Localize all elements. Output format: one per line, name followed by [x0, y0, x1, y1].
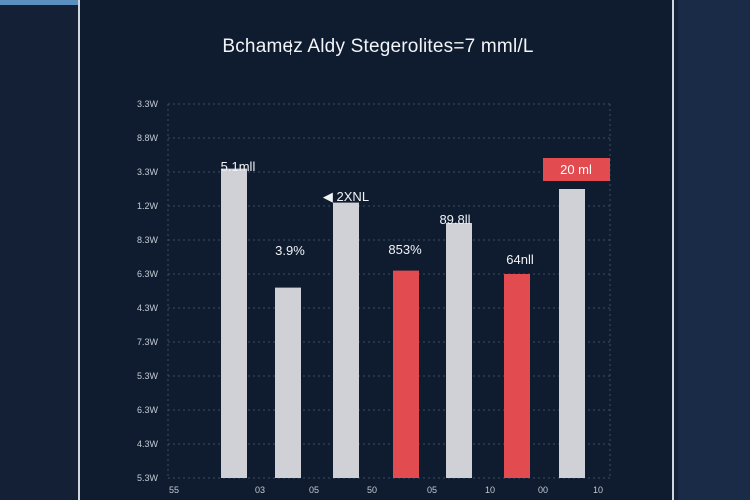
- y-axis-ticks: 3.3W 8.8W 3.3W 1.2W 8.3W 6.3W 4.3W 7.3W 5.3W 6.3W…: [137, 99, 159, 483]
- data-label-e: 853%: [388, 242, 422, 257]
- y-tick-label: 3.3W: [137, 99, 159, 109]
- bar-chart: 3.3W 8.8W 3.3W 1.2W 8.3W 6.3W 4.3W 7.3W 5.3W 6.3W…: [137, 99, 611, 495]
- y-tick-label: 6.3W: [137, 405, 159, 415]
- y-tick-label: 4.3W: [137, 439, 159, 449]
- x-tick-label: 10: [485, 485, 495, 495]
- x-tick-label: 05: [427, 485, 437, 495]
- grid-lines: [167, 103, 611, 479]
- y-tick-label: 4.3W: [137, 303, 159, 313]
- x-tick-label: 05: [309, 485, 319, 495]
- data-label-c: 3.9%: [275, 243, 305, 258]
- y-tick-label: 1.2W: [137, 201, 159, 211]
- bars: [221, 168, 585, 478]
- left-accent-bar: [0, 0, 78, 5]
- bar-c: [275, 287, 301, 478]
- data-label-h: 20 ml: [560, 162, 592, 177]
- data-label-b: 5.1mll: [221, 159, 256, 174]
- x-tick-label: 03: [255, 485, 265, 495]
- y-tick-label: 6.3W: [137, 269, 159, 279]
- bar-h: [559, 189, 585, 478]
- data-label-f: 89.8ll: [439, 212, 470, 227]
- chart-title: Bchamez Aldy Stegerolites=7 mml/L: [222, 36, 534, 57]
- y-tick-label: 5.3W: [137, 473, 159, 483]
- y-tick-label: 7.3W: [137, 337, 159, 347]
- y-tick-label: 3.3W: [137, 167, 159, 177]
- data-label-g: 64nll: [506, 252, 534, 267]
- x-tick-label: 55: [169, 485, 179, 495]
- bar-e: [393, 270, 419, 478]
- y-tick-label: 8.3W: [137, 235, 159, 245]
- y-tick-label: 5.3W: [137, 371, 159, 381]
- highlight-label-box: [543, 158, 610, 181]
- x-axis-ticks: 55 03 05 50 05 10 00 10: [169, 485, 603, 495]
- data-labels: 5.1mll 3.9% ◀ 2XNL 853% 89.8ll 64nll 20 ml: [221, 158, 610, 267]
- x-tick-label: 00: [538, 485, 548, 495]
- x-tick-label: 10: [593, 485, 603, 495]
- chart-frame: Bchamez Aldy Stegerolites=7 mml/L 3.3W 8.…: [78, 0, 674, 500]
- bar-g: [504, 274, 530, 478]
- bar-f: [446, 223, 472, 478]
- data-label-d: ◀ 2XNL: [323, 189, 369, 204]
- title-marker: [290, 40, 291, 55]
- bar-b: [221, 168, 247, 478]
- y-tick-label: 8.8W: [137, 133, 159, 143]
- right-panel: [678, 0, 750, 500]
- x-tick-label: 50: [367, 485, 377, 495]
- left-panel: [0, 0, 78, 500]
- bar-d: [333, 202, 359, 478]
